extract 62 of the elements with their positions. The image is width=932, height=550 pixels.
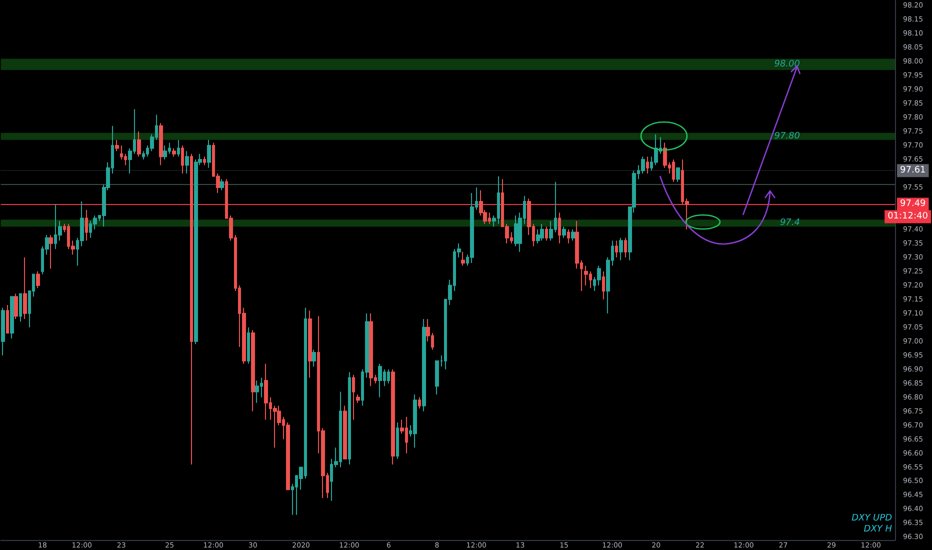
candlestick <box>413 394 417 448</box>
candlestick <box>185 150 189 174</box>
candlestick <box>85 209 88 242</box>
band-label: 97.4 <box>780 218 800 228</box>
candlestick <box>115 139 119 152</box>
annotation: DXY UPD <box>852 514 892 524</box>
candlestick <box>255 380 259 404</box>
candlestick <box>562 226 566 238</box>
candlestick <box>247 326 250 364</box>
candlestick <box>207 139 211 168</box>
candlestick <box>348 372 351 465</box>
candlestick <box>602 270 605 300</box>
band-label: 97.80 <box>774 131 800 142</box>
candlestick <box>558 212 561 244</box>
candlestick <box>23 256 27 320</box>
candlestick <box>619 237 623 261</box>
candlestick <box>36 270 40 289</box>
candlestick <box>1 307 5 356</box>
candlestick <box>369 312 373 387</box>
candlestick <box>251 330 255 412</box>
candlestick <box>308 310 312 378</box>
candlestick <box>49 234 53 270</box>
candlestick <box>6 304 9 334</box>
candlestick <box>159 122 163 166</box>
candlestick <box>264 363 268 420</box>
candlestick <box>387 368 390 384</box>
candlestick <box>545 226 548 242</box>
candlestick <box>676 167 680 182</box>
band-label: 98.00 <box>774 59 800 70</box>
candlestick <box>181 144 184 174</box>
candlestick <box>396 422 399 460</box>
candlestick <box>352 374 355 420</box>
candlestick <box>203 156 206 166</box>
candlestick <box>672 158 675 182</box>
candlestick <box>418 396 421 409</box>
candlestick <box>312 349 316 368</box>
candlestick <box>571 228 575 242</box>
candlestick <box>391 368 395 465</box>
candlestick <box>356 394 360 404</box>
annotation: 01:12:40 <box>888 212 928 222</box>
candlestick <box>378 363 382 398</box>
annotation: DXY H <box>864 524 892 534</box>
candlestick <box>422 318 426 412</box>
ref-line-label: 97.49 <box>900 199 926 210</box>
candlestick <box>177 139 180 158</box>
candlestick <box>19 293 22 322</box>
candlestick <box>220 178 224 191</box>
candlestick <box>615 240 618 258</box>
candlestick <box>584 265 588 286</box>
candlestick <box>646 156 649 174</box>
candlestick <box>10 296 14 340</box>
candlestick <box>461 251 465 266</box>
candlestick <box>172 148 176 158</box>
candlestick <box>567 228 570 244</box>
candlestick <box>137 131 141 158</box>
candlestick <box>540 223 544 242</box>
ref-line-label: 97.61 <box>900 166 926 176</box>
candlestick <box>343 405 347 460</box>
candlestick <box>163 144 167 160</box>
candlestick <box>14 293 18 320</box>
candlestick <box>624 237 627 258</box>
candlestick <box>190 153 193 465</box>
